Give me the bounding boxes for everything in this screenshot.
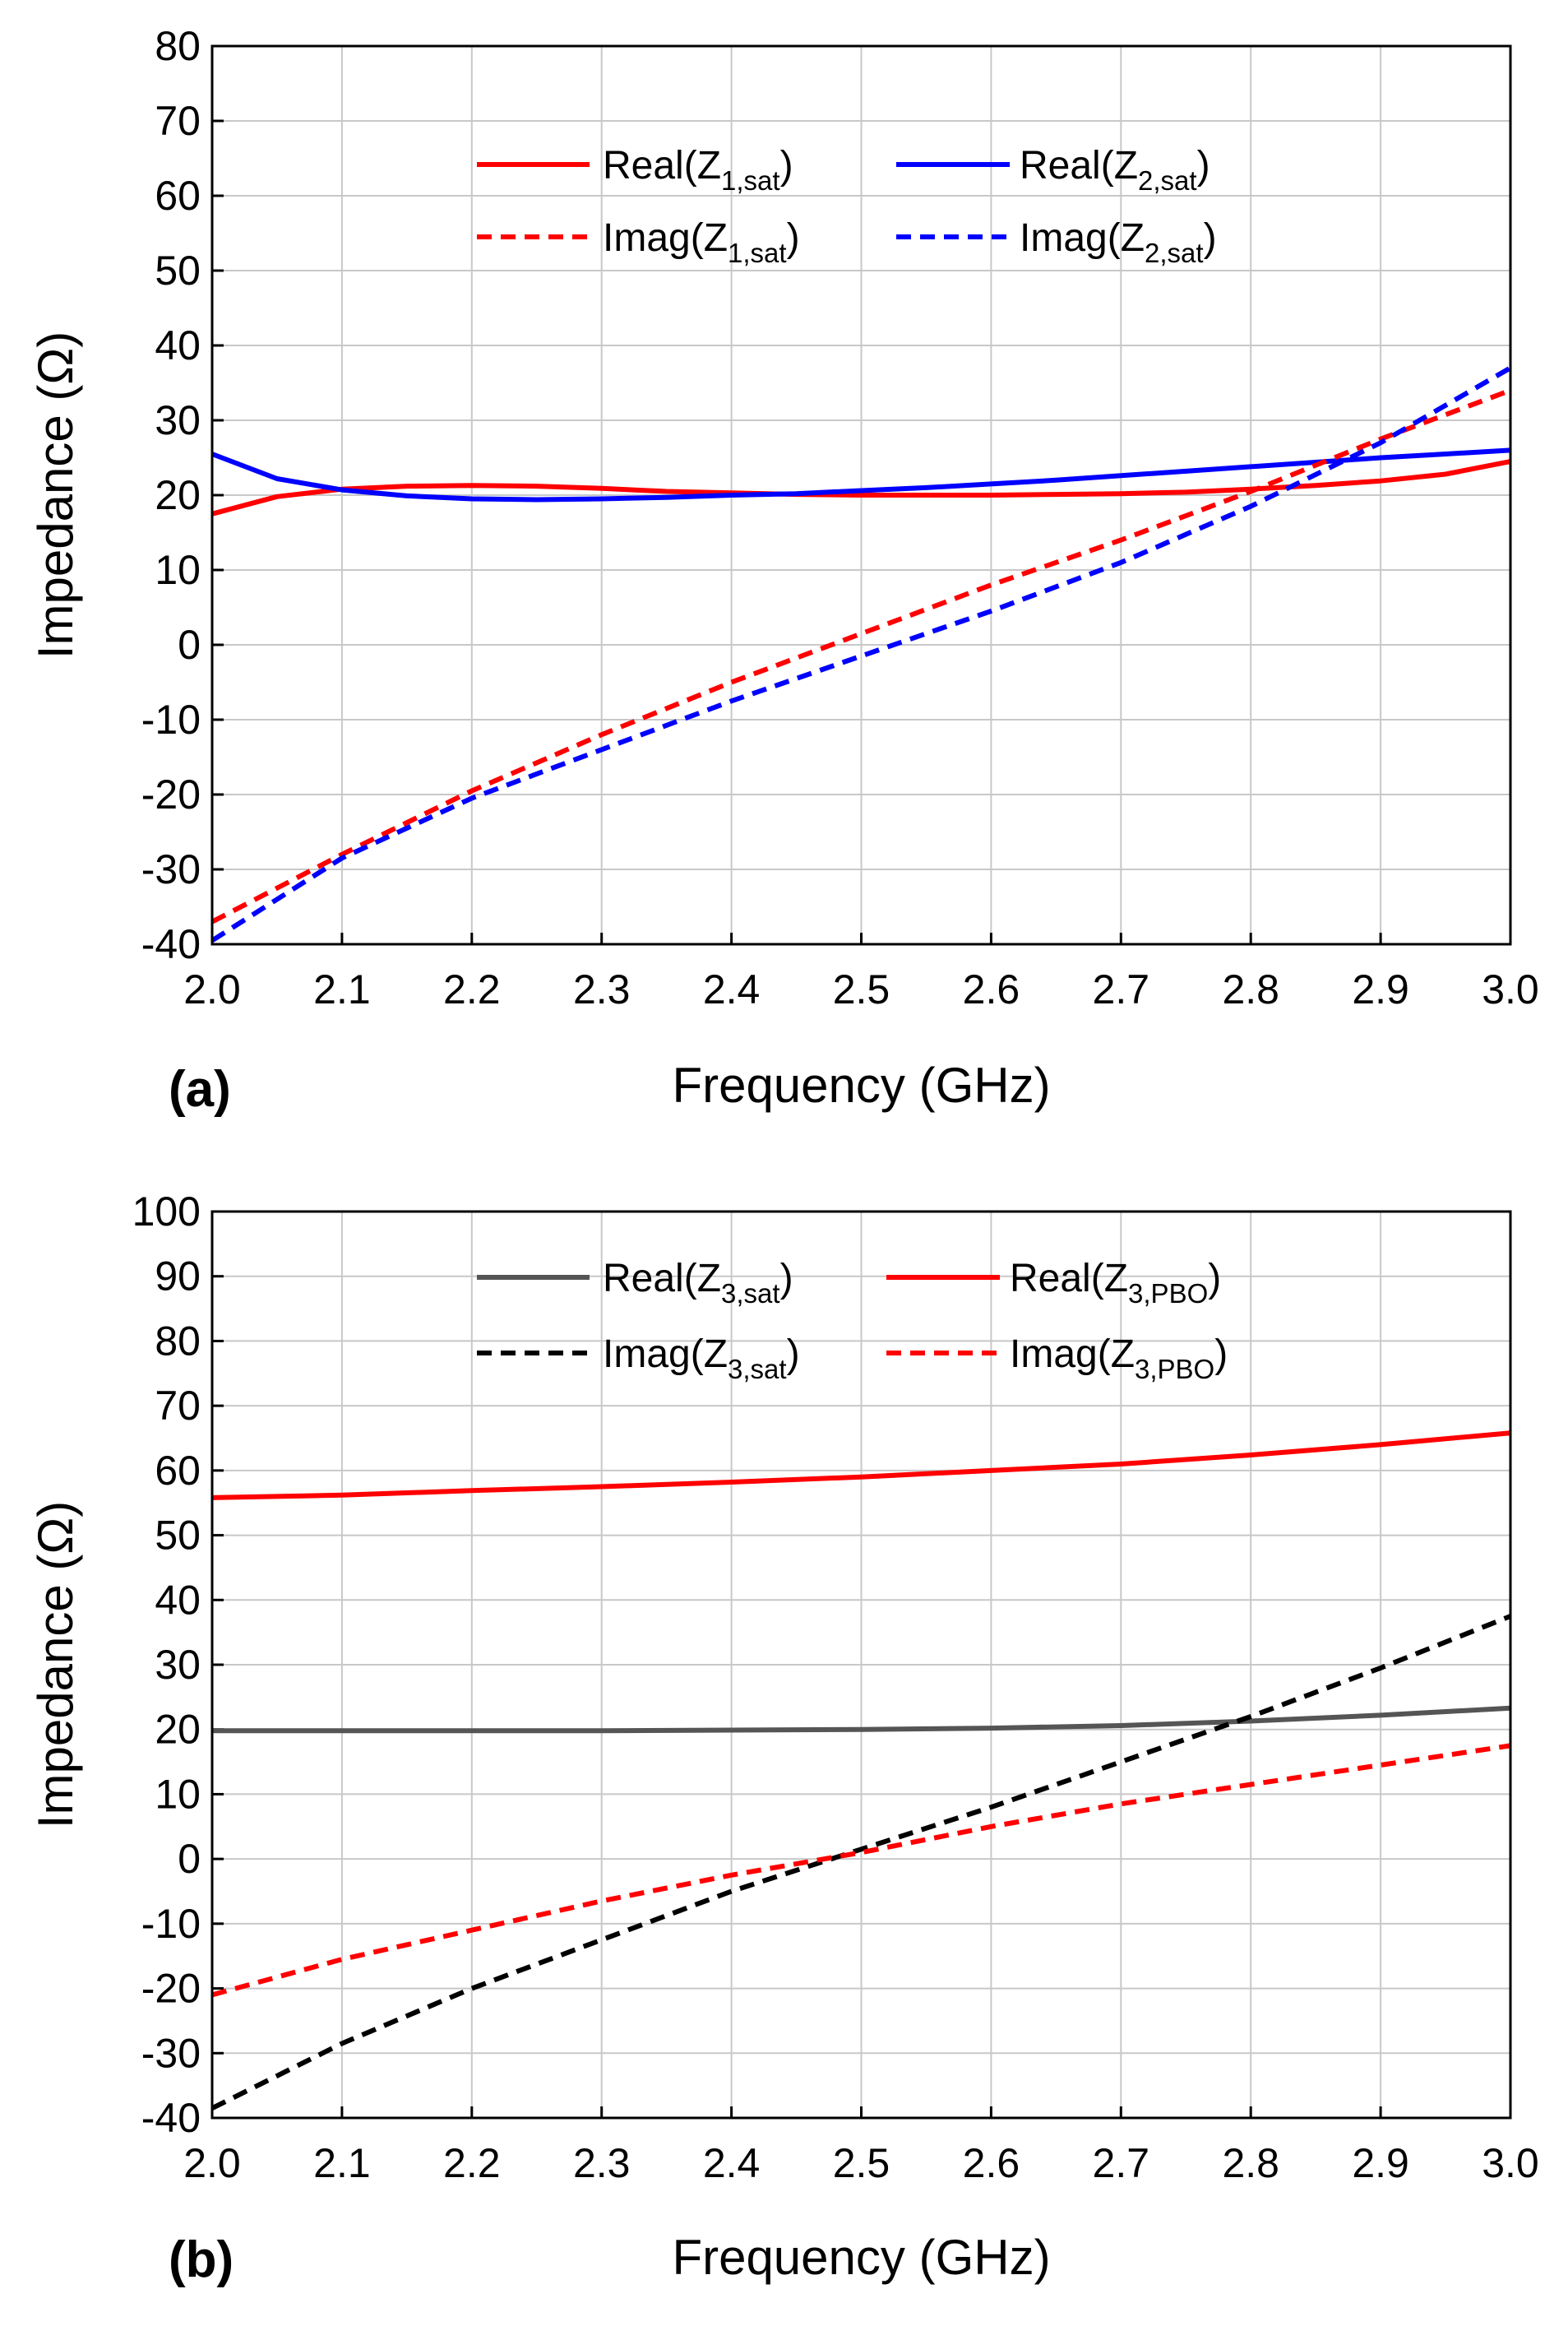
chart-panel-a: 2.0 2.1 2.2 2.3 2.4 2.5 2.6 2.7 2.8 2.9 3.0 -40 -30 -… bbox=[28, 23, 1539, 1118]
y-tick-label: 20 bbox=[155, 1707, 201, 1753]
y-tick-label: -20 bbox=[141, 771, 201, 818]
y-tick-label: 80 bbox=[155, 23, 201, 69]
x-tick-label: 2.2 bbox=[443, 966, 501, 1012]
series-line-imag-z1-sat- bbox=[210, 387, 1512, 924]
y-tick-label: 70 bbox=[155, 1383, 201, 1429]
y-tick-label: 10 bbox=[155, 1771, 201, 1817]
x-tick-label: 2.8 bbox=[1222, 966, 1279, 1012]
y-tick-label: 100 bbox=[132, 1188, 201, 1235]
y-tick-label: 80 bbox=[155, 1318, 201, 1364]
series-line-imag-z2-sat- bbox=[210, 365, 1512, 943]
x-tick-label: 2.9 bbox=[1352, 2140, 1409, 2186]
y-tick-label: -10 bbox=[141, 697, 201, 743]
y-tick-label: 40 bbox=[155, 1577, 201, 1623]
y-tick-label: -20 bbox=[141, 1966, 201, 2012]
legend: Real(Z1,sat) Real(Z2,sat) Imag(Z1,sat) Imag… bbox=[477, 144, 1217, 268]
x-tick-label: 2.0 bbox=[183, 966, 241, 1012]
y-tick-label: 90 bbox=[155, 1253, 201, 1300]
y-tick-label: -30 bbox=[141, 2030, 201, 2076]
y-axis-label: Impedance (Ω) bbox=[28, 1501, 83, 1828]
x-tick-label: 2.6 bbox=[963, 2140, 1020, 2186]
legend-entry: Real(Z3,sat) bbox=[603, 1257, 793, 1309]
y-tick-label: -40 bbox=[141, 2095, 201, 2141]
x-tick-label: 2.0 bbox=[183, 2140, 241, 2186]
legend-entry: Real(Z2,sat) bbox=[1020, 144, 1210, 196]
x-tick-label: 2.3 bbox=[573, 2140, 631, 2186]
legend: Real(Z3,sat) Real(Z3,PBO) Imag(Z3,sat) Imag… bbox=[477, 1257, 1228, 1384]
x-axis-label: Frequency (GHz) bbox=[672, 1058, 1050, 1113]
y-tick-label: 50 bbox=[155, 248, 201, 294]
y-tick-label: -30 bbox=[141, 846, 201, 892]
y-tick-label: 40 bbox=[155, 322, 201, 368]
y-tick-label: 0 bbox=[178, 622, 201, 668]
series-line-real-z3-sat- bbox=[212, 1705, 1511, 1734]
y-tick-label: 10 bbox=[155, 547, 201, 593]
x-tick-label: 2.6 bbox=[963, 966, 1020, 1012]
y-tick-label: 30 bbox=[155, 397, 201, 443]
series-line-imag-z3-sat- bbox=[210, 1614, 1512, 2111]
y-tick-label: 0 bbox=[178, 1836, 201, 1882]
x-tick-label: 2.5 bbox=[833, 2140, 890, 2186]
legend-entry: Real(Z1,sat) bbox=[603, 144, 793, 196]
x-tick-label: 3.0 bbox=[1482, 2140, 1539, 2186]
x-tick-label: 2.5 bbox=[833, 966, 890, 1012]
panel-label: (b) bbox=[169, 2231, 234, 2288]
x-tick-label: 2.1 bbox=[313, 2140, 371, 2186]
x-tick-label: 2.8 bbox=[1222, 2140, 1279, 2186]
x-tick-label: 2.7 bbox=[1093, 2140, 1150, 2186]
x-tick-label: 2.3 bbox=[573, 966, 631, 1012]
y-tick-label: 30 bbox=[155, 1642, 201, 1688]
y-tick-label: 60 bbox=[155, 173, 201, 219]
panel-label: (a) bbox=[169, 1061, 231, 1118]
y-tick-label: 60 bbox=[155, 1448, 201, 1494]
x-tick-label: 2.2 bbox=[443, 2140, 501, 2186]
legend-entry: Imag(Z3,sat) bbox=[603, 1332, 800, 1384]
x-tick-label: 2.7 bbox=[1093, 966, 1150, 1012]
legend-entry: Imag(Z3,PBO) bbox=[1010, 1332, 1228, 1384]
y-tick-label: 70 bbox=[155, 98, 201, 144]
chart-panel-b: 2.0 2.1 2.2 2.3 2.4 2.5 2.6 2.7 2.8 2.9 3.0 -40 -30 -… bbox=[28, 1188, 1539, 2288]
legend-entry: Real(Z3,PBO) bbox=[1010, 1257, 1221, 1309]
y-tick-label: -40 bbox=[141, 921, 201, 967]
x-tick-label: 2.4 bbox=[703, 2140, 761, 2186]
x-tick-label: 2.1 bbox=[313, 966, 371, 1012]
legend-entry: Imag(Z2,sat) bbox=[1020, 216, 1217, 268]
y-tick-label: -10 bbox=[141, 1901, 201, 1947]
axes-frame bbox=[210, 44, 1512, 946]
y-axis-label: Impedance (Ω) bbox=[28, 331, 83, 659]
legend-entry: Imag(Z1,sat) bbox=[603, 216, 800, 268]
axes-frame bbox=[210, 1210, 1512, 2120]
y-tick-label: 20 bbox=[155, 472, 201, 518]
series-line-real-z3-pbo- bbox=[211, 1430, 1511, 1500]
x-tick-label: 2.4 bbox=[703, 966, 761, 1012]
x-tick-label: 3.0 bbox=[1482, 966, 1539, 1012]
series-line-real-z2-sat- bbox=[210, 447, 1511, 503]
x-tick-label: 2.9 bbox=[1352, 966, 1409, 1012]
series-line-imag-z3-pbo- bbox=[211, 1743, 1511, 1998]
x-axis-label: Frequency (GHz) bbox=[672, 2230, 1050, 2285]
y-tick-label: 50 bbox=[155, 1513, 201, 1559]
